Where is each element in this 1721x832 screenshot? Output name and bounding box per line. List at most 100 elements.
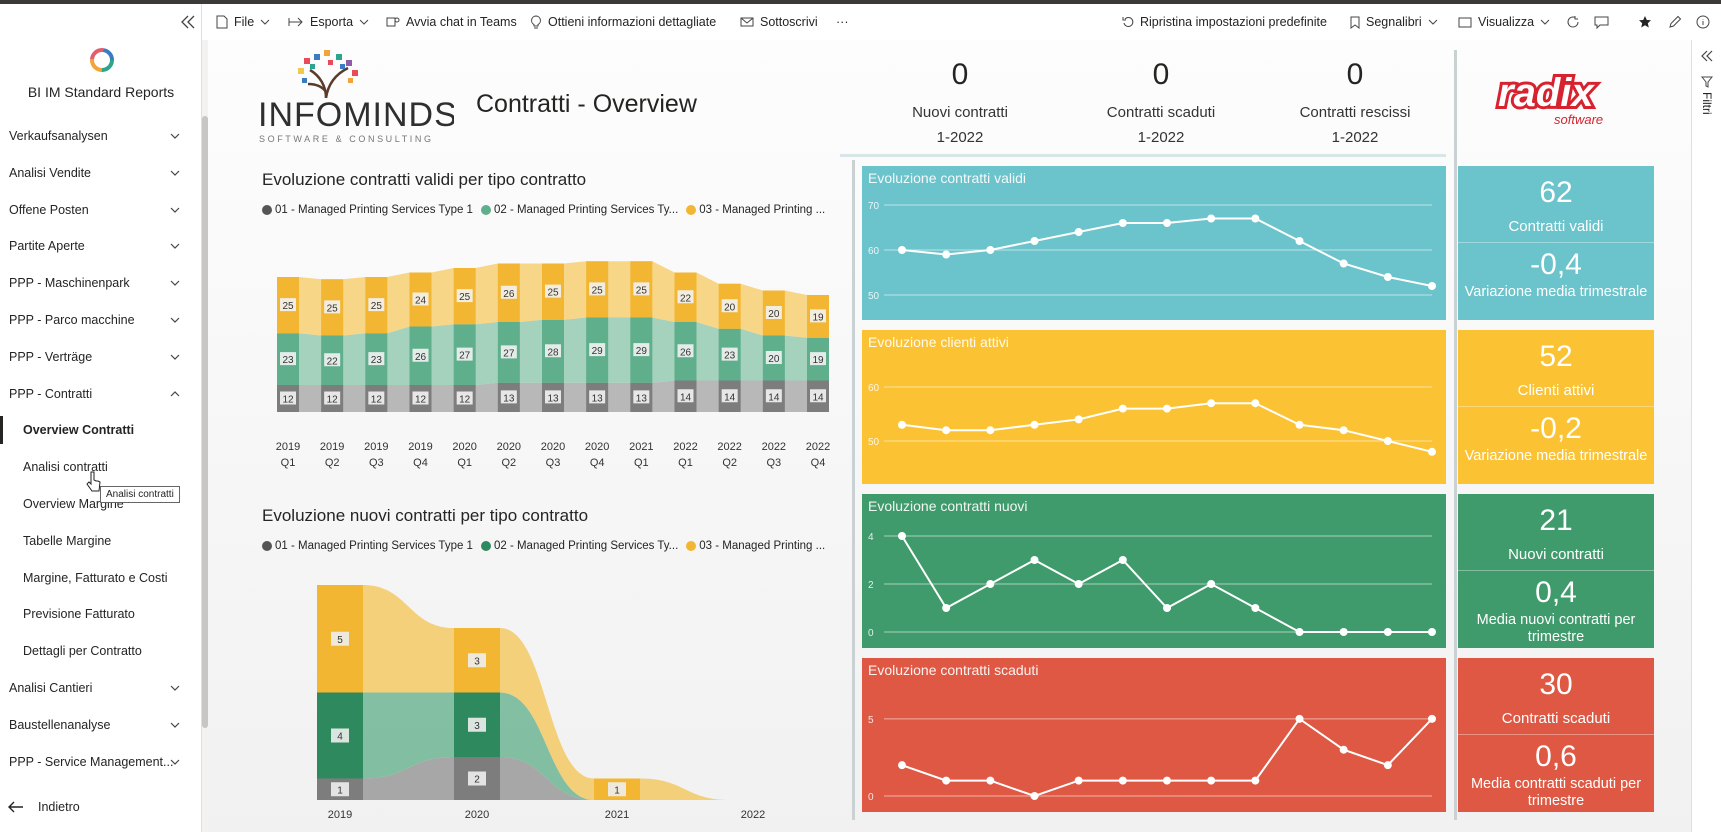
comments-button[interactable] [1594,4,1609,40]
data-point[interactable] [1074,228,1083,236]
data-point[interactable] [1163,604,1171,612]
legend-item[interactable]: 03 - Managed Printing ... [686,204,825,216]
legend-item[interactable]: 02 - Managed Printing Services Ty... [480,540,678,552]
data-point[interactable] [898,246,906,254]
data-point[interactable] [1118,219,1127,227]
data-point[interactable] [1383,437,1392,445]
export-menu[interactable]: Esporta [288,4,369,40]
sidebar-item[interactable]: PPP - Parco macchine [0,302,200,338]
sidebar-item[interactable]: PPP - Maschinenpark [0,265,200,301]
data-point[interactable] [1030,237,1039,245]
data-point[interactable] [898,761,906,770]
data-point[interactable] [1295,628,1304,636]
sidebar-subitem[interactable]: Analisi contratti [0,449,200,485]
insights-button[interactable]: Ottieni informazioni dettagliate [530,4,716,40]
sidebar-subitem[interactable]: Margine, Fatturato e Costi [0,560,200,596]
data-point[interactable] [1295,714,1304,723]
data-point[interactable] [1383,628,1392,636]
data-point[interactable] [1207,580,1216,588]
data-point[interactable] [1030,420,1039,429]
data-point[interactable] [1251,776,1260,785]
data-point[interactable] [1295,237,1304,245]
file-menu[interactable]: File [216,4,270,40]
data-point[interactable] [1383,761,1392,770]
reset-defaults-button[interactable]: Ripristina impostazioni predefinite [1122,4,1327,40]
data-point[interactable] [1030,792,1039,800]
refresh-button[interactable] [1566,4,1580,40]
back-button[interactable]: Indietro [8,800,80,814]
data-point[interactable] [942,776,951,785]
sidebar-item[interactable]: Baustellenanalyse [0,707,200,743]
data-point[interactable] [1251,214,1260,223]
data-point[interactable] [1339,628,1348,636]
legend-item[interactable]: 02 - Managed Printing Services Ty... [480,204,678,216]
data-point[interactable] [1251,604,1260,612]
data-point[interactable] [986,246,995,254]
legend-item[interactable]: 03 - Managed Printing ... [686,540,825,552]
subscribe-button[interactable]: Sottoscrivi [740,4,818,40]
data-point[interactable] [1428,628,1436,636]
sidebar-item[interactable]: Analisi Vendite [0,155,200,191]
active-clients-line-chart[interactable]: 50 60 [862,330,1446,484]
data-point[interactable] [942,604,951,612]
data-point[interactable] [1030,556,1039,564]
sidebar-subitem[interactable]: Overview Margine [0,486,200,522]
info-button[interactable] [1696,4,1710,40]
sidebar-subitem[interactable]: Overview Contratti [0,412,200,449]
data-point[interactable] [898,420,906,429]
expired-contracts-line-chart[interactable]: 05 [862,658,1446,812]
legend-item[interactable]: 01 - Managed Printing Services Type 1 [262,540,473,552]
data-point[interactable] [898,532,906,540]
sidebar-scrollbar[interactable] [202,116,208,728]
collapse-nav-button[interactable] [180,4,196,40]
valid-contracts-line-chart[interactable]: 50 60 70 [862,166,1446,320]
data-point[interactable] [1074,580,1083,588]
sidebar-item[interactable]: Partite Aperte [0,228,200,264]
data-point[interactable] [1163,404,1171,413]
data-point[interactable] [1251,399,1260,408]
filters-pane-collapsed[interactable] [1691,40,1721,832]
view-menu[interactable]: Visualizza [1458,4,1550,40]
data-point[interactable] [1339,426,1348,435]
data-point[interactable] [986,776,995,785]
sidebar-item[interactable]: Analisi Cantieri [0,670,200,706]
valid-contracts-by-type-chart[interactable]: 12 12 12 12 12 13 13 13 13 14 14 14 14 23 22 23 26 27 27 28… [262,228,832,492]
data-point[interactable] [1074,415,1083,424]
data-point[interactable] [1118,776,1127,785]
data-point[interactable] [1163,776,1171,785]
sidebar-subitem[interactable]: Tabelle Margine [0,523,200,559]
data-point[interactable] [986,426,995,435]
data-point[interactable] [1118,556,1127,564]
data-point[interactable] [1207,776,1216,785]
data-point[interactable] [1428,447,1436,456]
teams-chat-button[interactable]: Avvia chat in Teams [386,4,517,40]
data-point[interactable] [1207,399,1216,408]
more-options-button[interactable]: ··· [836,4,849,40]
sidebar-item[interactable]: Verkaufsanalysen [0,118,200,154]
data-point[interactable] [942,426,951,435]
sidebar-item[interactable]: PPP - Service Management... [0,744,200,780]
sidebar-subitem[interactable]: Previsione Fatturato [0,596,200,632]
new-contracts-by-type-chart[interactable]: 1 2 4 3 5 3 1 2019 2020 2021 2022 [262,560,832,824]
data-point[interactable] [1428,714,1436,723]
legend-item[interactable]: 01 - Managed Printing Services Type 1 [262,204,473,216]
data-point[interactable] [1339,745,1348,754]
data-point[interactable] [1118,404,1127,413]
new-contracts-line-chart[interactable]: 0 2 4 [862,494,1446,648]
data-point[interactable] [1383,273,1392,281]
favorite-button[interactable] [1638,4,1652,40]
data-point[interactable] [1295,420,1304,429]
data-point[interactable] [1163,219,1171,227]
bookmarks-menu[interactable]: Segnalibri [1350,4,1438,40]
data-point[interactable] [986,580,995,588]
data-point[interactable] [1074,776,1083,785]
sidebar-subitem[interactable]: Dettagli per Contratto [0,633,200,669]
data-point[interactable] [1207,214,1216,223]
sidebar-item[interactable]: PPP - Contratti [0,376,200,412]
sidebar-item[interactable]: Offene Posten [0,192,200,228]
data-point[interactable] [1428,282,1436,290]
edit-button[interactable] [1668,4,1682,40]
data-point[interactable] [1339,259,1348,268]
data-point[interactable] [942,250,951,259]
sidebar-item[interactable]: PPP - Verträge [0,339,200,375]
